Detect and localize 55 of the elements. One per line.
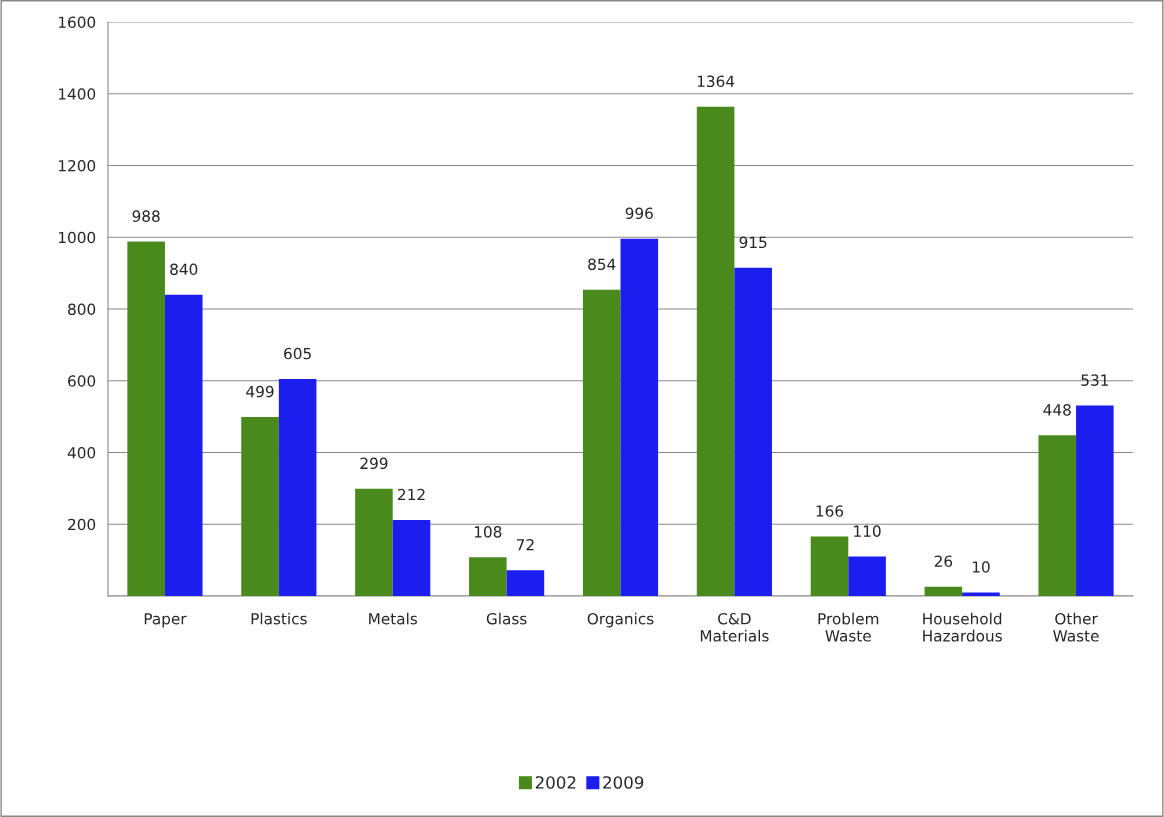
- data-label: 915: [739, 236, 767, 249]
- y-tick-label: 800: [68, 303, 96, 316]
- data-label: 166: [816, 505, 844, 517]
- y-tick-label: 1000: [58, 231, 96, 244]
- x-tick-label: Paper: [144, 613, 187, 628]
- y-tick-label: 1200: [58, 159, 96, 172]
- data-label: 110: [854, 525, 881, 537]
- bar: [241, 416, 279, 596]
- data-label: 26: [934, 555, 953, 568]
- legend-label: 2002: [535, 776, 576, 789]
- data-label: 448: [1043, 404, 1071, 416]
- bar: [620, 238, 659, 596]
- x-tick-label: Glass: [486, 612, 527, 625]
- y-tick-label: 1600: [58, 16, 96, 29]
- data-label: 854: [588, 258, 616, 270]
- bar: [392, 519, 431, 596]
- bar: [734, 267, 772, 596]
- bar: [962, 592, 1000, 596]
- data-label: 10: [972, 561, 990, 573]
- y-tick-label: 200: [68, 518, 96, 531]
- data-label: 988: [132, 210, 160, 222]
- bar: [1038, 435, 1077, 596]
- bar: [810, 536, 849, 596]
- y-tick-label: 1400: [58, 88, 96, 100]
- bar: [127, 241, 165, 596]
- x-tick-label: Household Hazardous: [923, 612, 1002, 642]
- bar: [469, 557, 507, 596]
- data-label: 840: [170, 263, 198, 276]
- legend-label: 2009: [603, 776, 644, 789]
- x-tick-label: Plastics: [251, 612, 307, 625]
- bar: [506, 570, 545, 596]
- data-label: 299: [360, 457, 388, 470]
- data-label: 212: [398, 488, 425, 501]
- data-label: 108: [474, 526, 502, 538]
- data-label: 996: [625, 207, 653, 220]
- data-label: 1364: [697, 75, 735, 88]
- x-tick-label: C&D Materials: [700, 612, 769, 642]
- x-tick-label: Problem Waste: [818, 612, 879, 642]
- bar: [924, 586, 963, 596]
- data-label: 499: [246, 385, 274, 398]
- bar: [848, 556, 886, 596]
- y-tick-label: 600: [68, 375, 96, 387]
- x-tick-label: Organics: [587, 612, 654, 628]
- data-label: 605: [284, 347, 311, 360]
- bar: [278, 378, 317, 596]
- bar: [1076, 405, 1114, 596]
- bar: [582, 289, 621, 596]
- bar: [355, 488, 393, 596]
- data-label: 531: [1081, 374, 1109, 386]
- y-tick-label: 400: [67, 446, 96, 459]
- data-label: 72: [516, 538, 534, 551]
- bar: [164, 294, 203, 596]
- bar: [696, 106, 735, 596]
- x-tick-label: Metals: [369, 612, 418, 625]
- x-tick-label: Other Waste: [1053, 612, 1099, 642]
